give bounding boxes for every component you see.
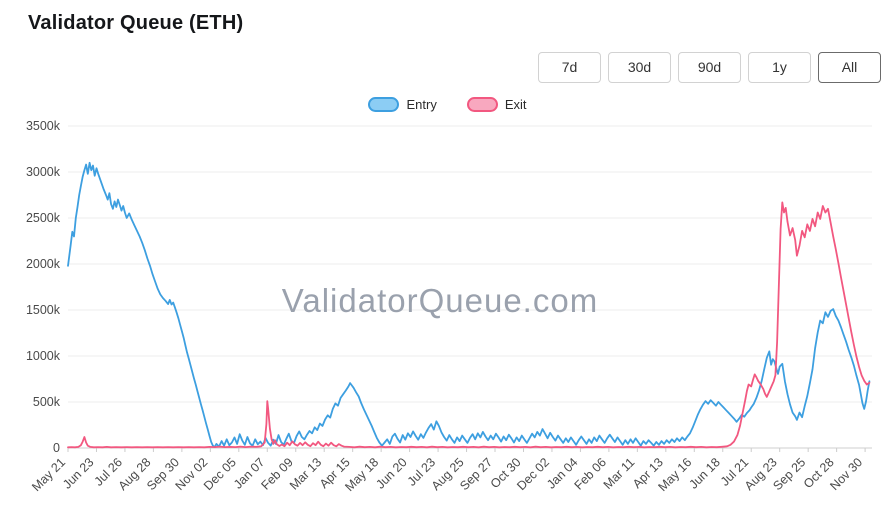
x-axis-label: Mar 13 bbox=[287, 455, 324, 492]
chart-legend: Entry Exit bbox=[0, 97, 895, 112]
legend-label-entry: Entry bbox=[406, 97, 437, 112]
y-axis-label: 2000k bbox=[26, 257, 61, 271]
x-axis-label: Mar 11 bbox=[601, 455, 638, 492]
x-axis-label: Jun 18 bbox=[686, 455, 722, 491]
range-button-90d[interactable]: 90d bbox=[678, 52, 741, 83]
validator-queue-chart[interactable]: 0 500k 1000k 1500k 2000k 2500k 3000k 3500k May 2… bbox=[0, 116, 895, 530]
x-axis-label: Dec 02 bbox=[514, 455, 552, 493]
range-button-1y[interactable]: 1y bbox=[748, 52, 811, 83]
y-axis-label: 2500k bbox=[26, 211, 61, 225]
entry-series-swatch bbox=[368, 97, 400, 112]
legend-item-exit[interactable]: Exit bbox=[466, 97, 527, 112]
entry-line bbox=[67, 161, 871, 449]
y-axis-label: 1000k bbox=[26, 349, 61, 363]
x-axis-label: Jun 20 bbox=[373, 455, 409, 491]
exit-line bbox=[67, 201, 871, 449]
exit-series-swatch bbox=[466, 97, 498, 112]
page-title: Validator Queue (ETH) bbox=[28, 12, 244, 34]
x-axis-label: Jun 23 bbox=[60, 455, 96, 491]
x-axis-label: Nov 30 bbox=[827, 455, 865, 493]
x-axis-label: May 21 bbox=[29, 455, 68, 494]
range-button-30d[interactable]: 30d bbox=[608, 52, 671, 83]
x-axis-label: Sep 27 bbox=[457, 455, 495, 493]
y-axis-label: 500k bbox=[33, 395, 61, 409]
range-button-7d[interactable]: 7d bbox=[538, 52, 601, 83]
watermark: ValidatorQueue.com bbox=[282, 282, 598, 319]
x-axis-label: Feb 06 bbox=[572, 455, 609, 492]
y-axis-label: 3000k bbox=[26, 165, 61, 179]
x-axis-label: Dec 05 bbox=[201, 455, 239, 493]
y-axis-label: 3500k bbox=[26, 119, 61, 133]
x-axis-label: Sep 25 bbox=[770, 455, 808, 493]
range-button-all[interactable]: All bbox=[818, 52, 881, 83]
y-axis-label: 1500k bbox=[26, 303, 61, 317]
y-axis-label: 0 bbox=[53, 441, 60, 455]
legend-item-entry[interactable]: Entry bbox=[368, 97, 437, 112]
range-selector: 7d 30d 90d 1y All bbox=[538, 52, 881, 83]
legend-label-exit: Exit bbox=[504, 97, 527, 112]
